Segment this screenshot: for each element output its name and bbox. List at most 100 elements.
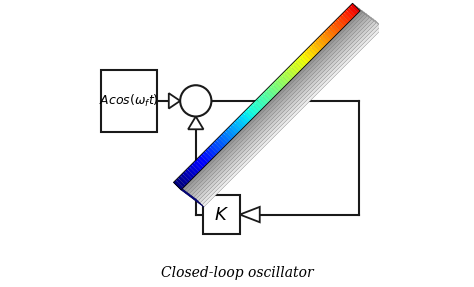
- Polygon shape: [317, 37, 327, 47]
- Polygon shape: [202, 151, 212, 161]
- Text: $K$: $K$: [214, 205, 229, 224]
- Polygon shape: [323, 30, 333, 40]
- Polygon shape: [267, 86, 277, 96]
- Polygon shape: [276, 77, 286, 87]
- Polygon shape: [332, 21, 342, 31]
- Polygon shape: [214, 140, 224, 150]
- Polygon shape: [299, 55, 309, 65]
- Polygon shape: [247, 106, 257, 116]
- Polygon shape: [308, 46, 318, 56]
- Polygon shape: [180, 8, 367, 195]
- Polygon shape: [191, 162, 201, 172]
- Polygon shape: [218, 135, 228, 145]
- Polygon shape: [272, 82, 282, 92]
- Polygon shape: [312, 41, 322, 51]
- Polygon shape: [350, 3, 360, 13]
- Polygon shape: [236, 117, 246, 127]
- Polygon shape: [306, 48, 315, 58]
- Polygon shape: [328, 26, 338, 36]
- Polygon shape: [243, 111, 253, 121]
- Polygon shape: [297, 57, 307, 67]
- Text: $Acos\left(\omega_f t\right)$: $Acos\left(\omega_f t\right)$: [99, 93, 159, 109]
- Circle shape: [180, 85, 211, 117]
- Polygon shape: [216, 137, 226, 148]
- Polygon shape: [326, 28, 336, 38]
- Polygon shape: [173, 182, 204, 207]
- Polygon shape: [270, 84, 280, 94]
- Polygon shape: [194, 160, 203, 170]
- Polygon shape: [173, 180, 183, 190]
- Polygon shape: [182, 10, 369, 197]
- Polygon shape: [290, 64, 300, 73]
- Polygon shape: [348, 5, 358, 15]
- Polygon shape: [211, 142, 221, 152]
- Polygon shape: [196, 158, 206, 168]
- Polygon shape: [252, 102, 262, 112]
- Polygon shape: [190, 15, 376, 202]
- Polygon shape: [210, 144, 219, 154]
- Polygon shape: [240, 207, 260, 222]
- Polygon shape: [285, 68, 295, 78]
- Polygon shape: [310, 44, 320, 53]
- Polygon shape: [346, 8, 356, 18]
- Polygon shape: [250, 104, 259, 114]
- Polygon shape: [191, 17, 378, 203]
- Polygon shape: [185, 169, 194, 179]
- Polygon shape: [274, 79, 284, 89]
- Polygon shape: [241, 113, 251, 123]
- Polygon shape: [198, 156, 208, 165]
- Polygon shape: [227, 126, 237, 136]
- Polygon shape: [176, 5, 363, 192]
- Polygon shape: [205, 149, 215, 159]
- Polygon shape: [187, 167, 197, 177]
- Polygon shape: [189, 164, 199, 174]
- Polygon shape: [223, 131, 233, 141]
- Bar: [203, 195, 240, 234]
- Polygon shape: [180, 173, 190, 183]
- Polygon shape: [344, 10, 354, 20]
- Polygon shape: [187, 13, 374, 200]
- Polygon shape: [245, 108, 255, 118]
- Polygon shape: [176, 178, 186, 188]
- Polygon shape: [261, 93, 271, 103]
- Polygon shape: [256, 97, 266, 107]
- Polygon shape: [321, 32, 331, 42]
- Polygon shape: [315, 39, 324, 49]
- Polygon shape: [283, 70, 293, 80]
- Polygon shape: [169, 93, 180, 108]
- Polygon shape: [279, 75, 289, 85]
- Polygon shape: [194, 19, 381, 205]
- Polygon shape: [182, 171, 192, 181]
- Polygon shape: [220, 133, 230, 143]
- Text: Closed-loop oscillator: Closed-loop oscillator: [161, 266, 313, 280]
- Polygon shape: [301, 53, 311, 62]
- Polygon shape: [288, 66, 298, 76]
- Polygon shape: [337, 17, 347, 27]
- Polygon shape: [178, 176, 188, 185]
- Polygon shape: [341, 12, 351, 22]
- Polygon shape: [234, 120, 244, 129]
- Polygon shape: [188, 117, 203, 129]
- Polygon shape: [232, 122, 242, 132]
- Polygon shape: [292, 61, 302, 71]
- Polygon shape: [294, 59, 304, 69]
- Polygon shape: [201, 153, 210, 163]
- Polygon shape: [335, 19, 345, 29]
- Polygon shape: [319, 35, 329, 44]
- Polygon shape: [330, 24, 340, 33]
- Polygon shape: [254, 100, 264, 109]
- Polygon shape: [303, 50, 313, 60]
- Polygon shape: [207, 146, 217, 156]
- Polygon shape: [178, 7, 365, 193]
- Polygon shape: [196, 20, 383, 207]
- Polygon shape: [339, 14, 349, 24]
- Polygon shape: [258, 95, 268, 105]
- Polygon shape: [225, 129, 235, 138]
- Polygon shape: [238, 115, 248, 125]
- Polygon shape: [263, 90, 273, 100]
- Bar: [100, 70, 157, 132]
- Polygon shape: [265, 88, 275, 98]
- Polygon shape: [229, 124, 239, 134]
- Polygon shape: [185, 12, 372, 199]
- Polygon shape: [281, 73, 291, 83]
